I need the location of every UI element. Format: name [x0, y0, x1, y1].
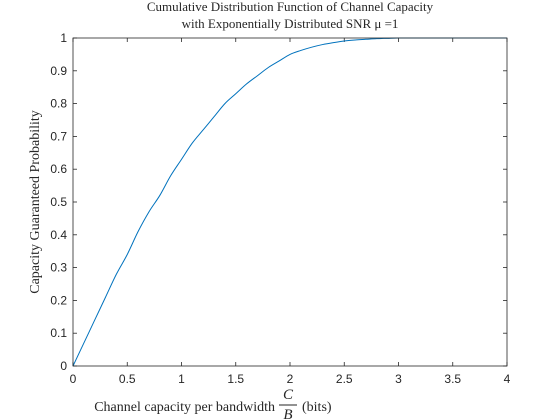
- plot-frame: [72, 37, 508, 367]
- y-tick-label: 0.7: [50, 129, 67, 143]
- y-tick-label: 0.2: [50, 293, 67, 307]
- chart-subtitle: with Exponentially Distributed SNR μ =1: [182, 16, 399, 31]
- tick-label-layer: 0 0.5 1 1.5 2 2.5 3 3.5 4 0 0.1 0.2 0.3 0.4 0.5 0.6 0.7 0…: [50, 31, 510, 386]
- y-tick-label: 0.3: [50, 261, 67, 275]
- x-tick-label: 1.5: [227, 372, 244, 386]
- y-tick-label: 1: [60, 31, 67, 45]
- x-tick-label: 3.5: [444, 372, 461, 386]
- x-tick-label: 0: [70, 372, 77, 386]
- y-tick-label: 0.6: [50, 162, 67, 176]
- x-tick-label: 0.5: [119, 372, 136, 386]
- x-tick-label: 4: [504, 372, 511, 386]
- y-tick-label: 0: [60, 359, 67, 373]
- y-tick-label: 0.5: [50, 195, 67, 209]
- y-axis-label: Capacity Guaranteed Probability: [28, 110, 43, 294]
- x-axis-label-denominator: B: [283, 407, 292, 420]
- chart-title: Cumulative Distribution Function of Chan…: [147, 0, 434, 14]
- x-tick-label: 2: [287, 372, 294, 386]
- y-tick-label: 0.8: [50, 97, 67, 111]
- x-tick-label: 2.5: [336, 372, 353, 386]
- x-axis-label-prefix: Channel capacity per bandwidth: [94, 400, 275, 415]
- y-tick-label: 0.9: [50, 64, 67, 78]
- x-axis-label: Channel capacity per bandwidth C B (bits…: [94, 387, 332, 420]
- y-tick-label: 0.1: [50, 326, 67, 340]
- y-tick-label: 0.4: [50, 228, 67, 242]
- x-axis-label-numerator: C: [283, 387, 294, 403]
- x-tick-label: 1: [178, 372, 185, 386]
- plot-area: [73, 38, 507, 366]
- x-tick-label: 3: [395, 372, 402, 386]
- x-axis-label-suffix: (bits): [302, 400, 332, 415]
